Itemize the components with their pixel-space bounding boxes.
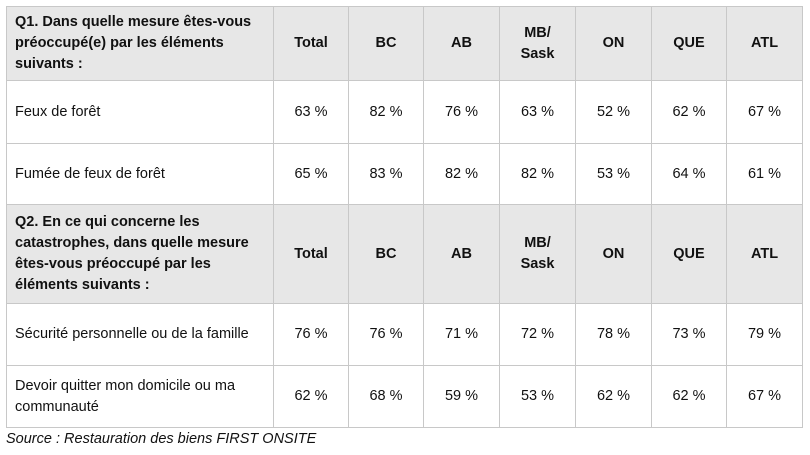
row-label: Feux de forêt bbox=[6, 80, 274, 144]
table-row: Sécurité personnelle ou de la famille 76 … bbox=[6, 303, 803, 366]
row-label: Fumée de feux de forêt bbox=[6, 143, 274, 205]
question-header-row: Q2. En ce qui concerne les catastrophes,… bbox=[6, 204, 803, 304]
value-cell: 65 % bbox=[273, 143, 349, 205]
value-cell: 62 % bbox=[273, 365, 349, 428]
row-label: Devoir quitter mon domicile ou ma commun… bbox=[6, 365, 274, 428]
value-cell: 71 % bbox=[423, 303, 500, 366]
value-cell: 53 % bbox=[575, 143, 652, 205]
value-cell: 73 % bbox=[651, 303, 727, 366]
value-cell: 68 % bbox=[348, 365, 424, 428]
column-header: AB bbox=[423, 6, 500, 81]
column-header: MB/ Sask bbox=[499, 204, 576, 304]
value-cell: 79 % bbox=[726, 303, 803, 366]
question-text: Q1. Dans quelle mesure êtes-vous préoccu… bbox=[6, 6, 274, 81]
value-cell: 63 % bbox=[499, 80, 576, 144]
value-cell: 72 % bbox=[499, 303, 576, 366]
value-cell: 62 % bbox=[651, 365, 727, 428]
value-cell: 82 % bbox=[499, 143, 576, 205]
value-cell: 82 % bbox=[348, 80, 424, 144]
table-row: Feux de forêt 63 % 82 % 76 % 63 % 52 % 62 % 67 … bbox=[6, 80, 803, 144]
value-cell: 67 % bbox=[726, 80, 803, 144]
value-cell: 61 % bbox=[726, 143, 803, 205]
value-cell: 76 % bbox=[423, 80, 500, 144]
value-cell: 67 % bbox=[726, 365, 803, 428]
column-header: MB/ Sask bbox=[499, 6, 576, 81]
question-header-row: Q1. Dans quelle mesure êtes-vous préoccu… bbox=[6, 6, 803, 81]
value-cell: 78 % bbox=[575, 303, 652, 366]
value-cell: 53 % bbox=[499, 365, 576, 428]
value-cell: 63 % bbox=[273, 80, 349, 144]
value-cell: 62 % bbox=[651, 80, 727, 144]
column-header: AB bbox=[423, 204, 500, 304]
column-header: ON bbox=[575, 6, 652, 81]
table-row: Fumée de feux de forêt 65 % 83 % 82 % 82 % 53… bbox=[6, 143, 803, 205]
column-header: BC bbox=[348, 6, 424, 81]
column-header: QUE bbox=[651, 6, 727, 81]
column-header: ON bbox=[575, 204, 652, 304]
value-cell: 76 % bbox=[348, 303, 424, 366]
survey-table: Q1. Dans quelle mesure êtes-vous préoccu… bbox=[6, 6, 803, 428]
value-cell: 64 % bbox=[651, 143, 727, 205]
value-cell: 52 % bbox=[575, 80, 652, 144]
value-cell: 59 % bbox=[423, 365, 500, 428]
question-text: Q2. En ce qui concerne les catastrophes,… bbox=[6, 204, 274, 304]
column-header: QUE bbox=[651, 204, 727, 304]
value-cell: 82 % bbox=[423, 143, 500, 205]
table-row: Devoir quitter mon domicile ou ma commun… bbox=[6, 365, 803, 428]
column-header: Total bbox=[273, 6, 349, 81]
column-header: ATL bbox=[726, 6, 803, 81]
column-header: BC bbox=[348, 204, 424, 304]
column-header: ATL bbox=[726, 204, 803, 304]
value-cell: 83 % bbox=[348, 143, 424, 205]
column-header: Total bbox=[273, 204, 349, 304]
value-cell: 76 % bbox=[273, 303, 349, 366]
source-caption: Source : Restauration des biens FIRST ON… bbox=[6, 431, 317, 447]
row-label: Sécurité personnelle ou de la famille bbox=[6, 303, 274, 366]
value-cell: 62 % bbox=[575, 365, 652, 428]
